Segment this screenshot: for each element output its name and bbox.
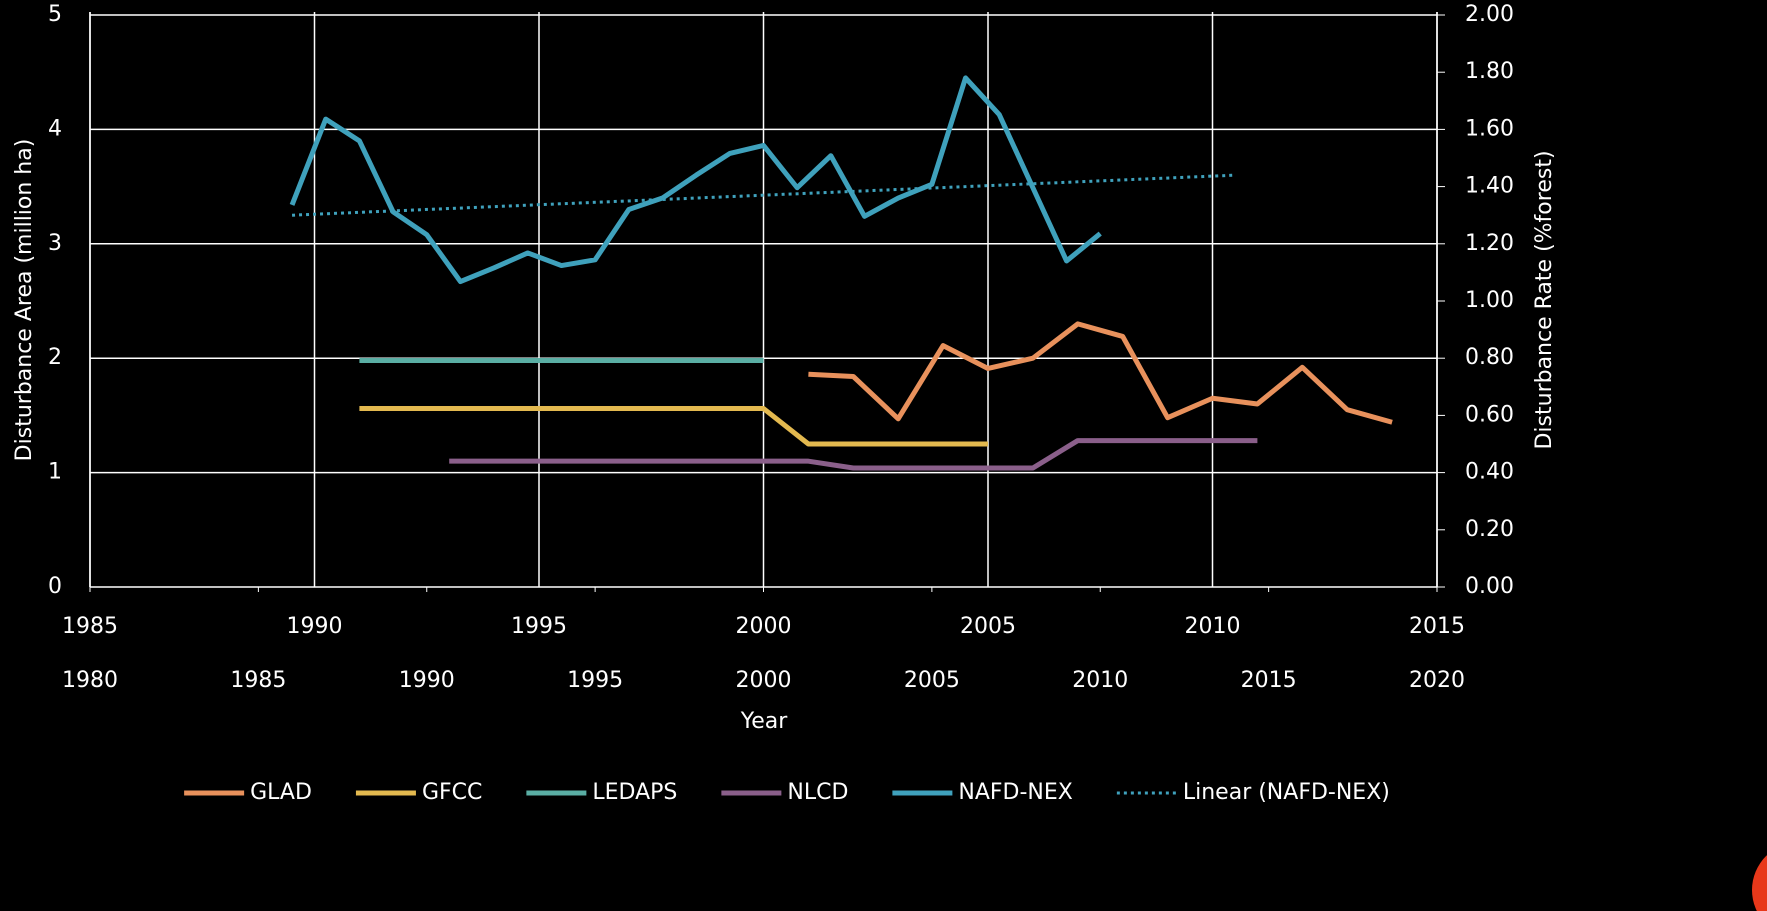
x2-tick-label: 1995 xyxy=(567,668,623,693)
y2-tick-label: 1.00 xyxy=(1465,288,1514,313)
y-tick-label: 4 xyxy=(48,116,62,141)
x-axis-label: Year xyxy=(740,709,789,734)
x-tick-label: 2010 xyxy=(1185,614,1241,639)
x2-tick-label: 1990 xyxy=(399,668,455,693)
legend-label: LEDAPS xyxy=(592,780,677,805)
y2-tick-label: 0.00 xyxy=(1465,574,1514,599)
y2-tick-label: 0.60 xyxy=(1465,402,1514,427)
series-line xyxy=(359,406,988,447)
y-tick-label: 1 xyxy=(48,460,62,485)
legend-label: NAFD-NEX xyxy=(958,780,1072,805)
y-tick-label: 2 xyxy=(48,345,62,370)
x2-tick-label: 2000 xyxy=(736,668,792,693)
x-tick-label: 2000 xyxy=(736,614,792,639)
x-tick-label: 1990 xyxy=(287,614,343,639)
y-tick-label: 3 xyxy=(48,231,62,256)
series-line xyxy=(449,438,1258,471)
x-tick-label: 2015 xyxy=(1409,614,1465,639)
y2-tick-label: 0.80 xyxy=(1465,345,1514,370)
x2-tick-label: 1985 xyxy=(230,668,286,693)
series-line xyxy=(808,321,1393,425)
x2-tick-label: 2010 xyxy=(1072,668,1128,693)
trend-line xyxy=(291,173,1236,217)
legend-label: GFCC xyxy=(422,780,482,805)
y2-tick-label: 1.20 xyxy=(1465,231,1514,256)
y2-tick-label: 0.20 xyxy=(1465,517,1514,542)
x2-tick-label: 2020 xyxy=(1409,668,1465,693)
y-axis-label: Disturbance Area (million ha) xyxy=(12,139,37,462)
x2-tick-label: 1980 xyxy=(62,668,118,693)
y2-tick-label: 1.40 xyxy=(1465,174,1514,199)
x2-tick-label: 2005 xyxy=(904,668,960,693)
y-tick-label: 0 xyxy=(48,574,62,599)
x2-tick-label: 2015 xyxy=(1241,668,1297,693)
legend-label: Linear (NAFD-NEX) xyxy=(1183,780,1390,805)
y2-tick-label: 2.00 xyxy=(1465,2,1514,27)
x-tick-label: 1995 xyxy=(511,614,567,639)
x-tick-label: 2005 xyxy=(960,614,1016,639)
y2-tick-label: 1.60 xyxy=(1465,116,1514,141)
decoration xyxy=(1752,855,1767,911)
y-tick-label: 5 xyxy=(48,2,62,27)
series-line xyxy=(289,75,1102,285)
legend-label: NLCD xyxy=(787,780,848,805)
y2-tick-label: 0.40 xyxy=(1465,460,1514,485)
y2-tick-label: 1.80 xyxy=(1465,59,1514,84)
legend-label: GLAD xyxy=(250,780,312,805)
y2-axis-label: Disturbance Rate (%forest) xyxy=(1532,150,1557,449)
x-tick-label: 1985 xyxy=(62,614,118,639)
